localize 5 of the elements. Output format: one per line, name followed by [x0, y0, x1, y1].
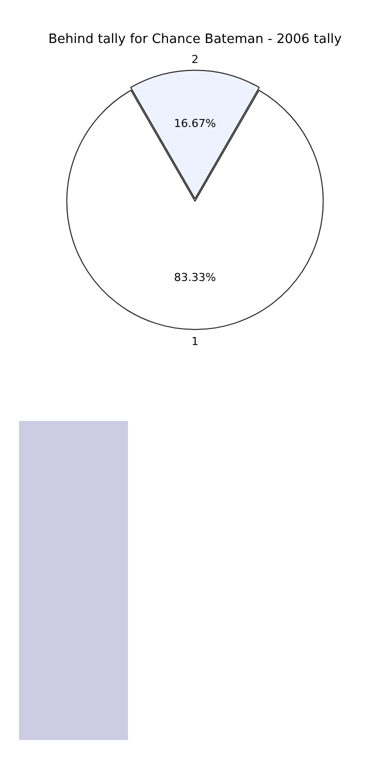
slice-label: 2: [191, 53, 198, 66]
slice-label: 1: [192, 335, 199, 348]
data-label: 16.67%: [174, 117, 216, 130]
chart-title: Behind tally for Chance Bateman - 2006 tally: [48, 32, 342, 48]
data-label: 83.33%: [174, 271, 216, 284]
